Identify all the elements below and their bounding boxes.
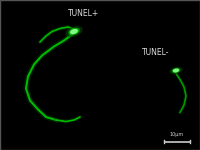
- Ellipse shape: [71, 30, 77, 33]
- Ellipse shape: [69, 28, 79, 35]
- Text: 10μm: 10μm: [170, 132, 184, 137]
- Ellipse shape: [170, 67, 182, 74]
- Ellipse shape: [172, 68, 180, 73]
- Text: TUNEL+: TUNEL+: [68, 9, 100, 18]
- Text: TUNEL-: TUNEL-: [142, 48, 170, 57]
- Ellipse shape: [66, 27, 82, 36]
- Ellipse shape: [174, 69, 178, 72]
